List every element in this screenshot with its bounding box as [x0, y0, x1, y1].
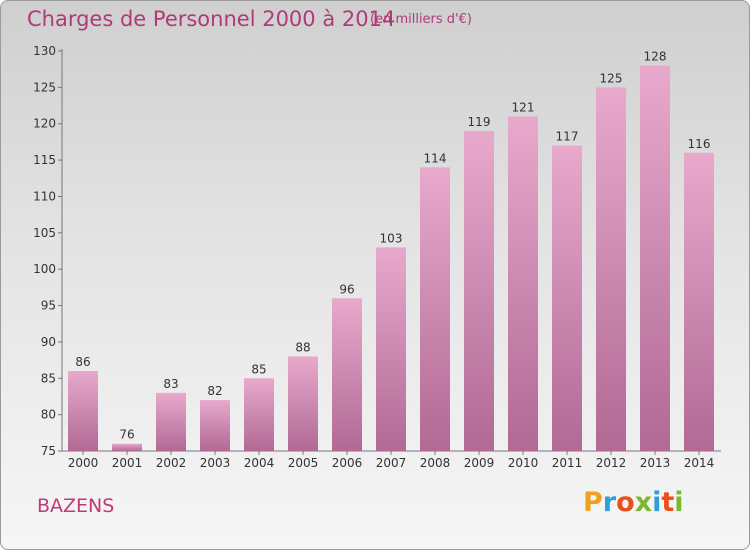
bar [596, 87, 626, 451]
data-label: 85 [251, 362, 266, 376]
x-tick-label: 2004 [244, 456, 275, 470]
y-tick-label: 100 [33, 262, 56, 276]
bar [552, 145, 582, 451]
data-label: 83 [163, 377, 178, 391]
proxiti-logo: Proxiti [583, 487, 684, 518]
y-tick-label: 105 [33, 226, 56, 240]
y-tick-label: 110 [33, 189, 56, 203]
data-label: 114 [424, 151, 447, 165]
data-label: 96 [339, 282, 354, 296]
logo-letter: x [634, 487, 653, 518]
bar [156, 392, 186, 451]
bar [200, 400, 230, 451]
x-tick-label: 2001 [112, 456, 143, 470]
bar [288, 356, 318, 451]
x-tick-label: 2002 [156, 456, 187, 470]
chart-subtitle: (en milliers d'€) [370, 12, 472, 27]
bar [68, 371, 98, 451]
bar [244, 378, 274, 451]
logo-letter: o [616, 487, 635, 518]
y-tick-label: 80 [41, 408, 56, 422]
x-tick-label: 2013 [640, 456, 671, 470]
commune-name: BAZENS [37, 495, 115, 517]
data-label: 121 [512, 100, 535, 114]
data-label: 116 [688, 137, 711, 151]
x-tick-label: 2003 [200, 456, 231, 470]
bar [420, 167, 450, 451]
y-tick-label: 95 [41, 299, 56, 313]
y-tick-label: 75 [41, 444, 56, 458]
bar [508, 116, 538, 452]
y-tick-label: 90 [41, 335, 56, 349]
x-tick-label: 2006 [332, 456, 363, 470]
logo-letter: P [583, 487, 603, 518]
bar [376, 247, 406, 451]
data-label: 128 [644, 50, 667, 64]
bar [464, 131, 494, 451]
logo-letter: i [674, 487, 684, 518]
x-tick-label: 2011 [552, 456, 583, 470]
logo-letter: t [661, 487, 675, 518]
y-tick-label: 120 [33, 117, 56, 131]
x-tick-label: 2000 [68, 456, 99, 470]
bar [640, 65, 670, 451]
bar [112, 443, 142, 451]
x-tick-label: 2008 [420, 456, 451, 470]
y-tick-label: 115 [33, 153, 56, 167]
x-tick-label: 2010 [508, 456, 539, 470]
x-tick-label: 2007 [376, 456, 407, 470]
data-label: 88 [295, 340, 310, 354]
chart-title: Charges de Personnel 2000 à 2014 [27, 7, 396, 31]
x-tick-label: 2009 [464, 456, 495, 470]
data-label: 82 [207, 384, 222, 398]
bar [332, 298, 362, 451]
y-tick-label: 125 [33, 80, 56, 94]
data-label: 103 [380, 231, 403, 245]
y-tick-label: 85 [41, 371, 56, 385]
y-tick-label: 130 [33, 44, 56, 58]
data-label: 125 [600, 71, 623, 85]
logo-letter: i [652, 487, 662, 518]
x-tick-label: 2005 [288, 456, 319, 470]
bar [684, 152, 714, 451]
x-tick-label: 2014 [684, 456, 715, 470]
data-label: 117 [556, 130, 579, 144]
data-label: 119 [468, 115, 491, 129]
data-label: 86 [75, 355, 90, 369]
logo-letter: r [602, 487, 617, 518]
data-label: 76 [119, 428, 134, 442]
x-tick-label: 2012 [596, 456, 627, 470]
